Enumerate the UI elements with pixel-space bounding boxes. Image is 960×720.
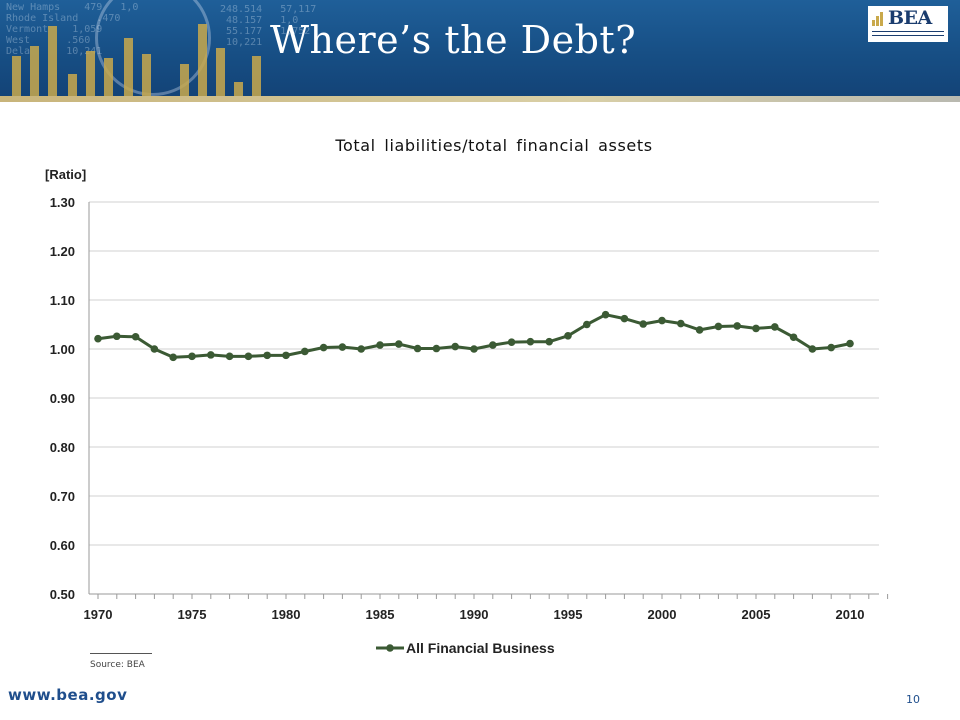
legend-swatch-marker: [386, 644, 394, 652]
logo-rule: [872, 31, 944, 36]
data-point: [827, 343, 835, 352]
data-point: [470, 345, 478, 353]
header-banner: New Hamps 479 1,0 Rhode Island .470 Verm…: [0, 0, 960, 96]
data-point: [789, 333, 798, 342]
data-point: [677, 319, 685, 328]
x-tick-label: 2005: [742, 607, 771, 622]
x-tick-label: 1980: [272, 607, 301, 622]
x-tick-label: 1990: [460, 607, 489, 622]
y-tick-label: 1.30: [50, 195, 75, 210]
data-point: [658, 316, 666, 325]
y-tick-label: 1.00: [50, 342, 75, 357]
data-point: [319, 343, 328, 352]
bar-decoration: [104, 58, 113, 96]
data-point: [338, 343, 347, 351]
data-point: [263, 351, 272, 360]
chart-title: Total liabilities/total financial assets: [335, 136, 653, 155]
data-point: [526, 337, 535, 346]
axes: 0.50 0.60 0.70 0.80 0.90 1.00 1.10 1.20 1.30 [Rat…: [45, 167, 889, 622]
data-point: [357, 345, 366, 353]
data-point: [169, 353, 177, 362]
y-tick-label: 1.20: [50, 244, 75, 259]
data-point: [695, 326, 704, 334]
data-point: [282, 351, 290, 360]
data-point: [489, 341, 497, 349]
bar-decoration: [86, 51, 95, 96]
data-point: [225, 352, 234, 361]
data-point: [207, 351, 215, 359]
bar-decoration: [12, 56, 21, 96]
x-tick-label: 2000: [648, 607, 677, 622]
data-point: [94, 334, 102, 343]
data-point: [771, 323, 779, 331]
data-point: [507, 338, 516, 346]
bar-chart-icon: [872, 10, 886, 26]
data-point: [301, 347, 309, 356]
data-point: [395, 340, 403, 348]
y-tick-label: 0.80: [50, 440, 75, 455]
data-point: [583, 320, 591, 329]
numbers-decoration: 248.514 57,117 48.157 1,0 55.177 1,752 1…: [220, 4, 317, 48]
bar-decoration: [198, 24, 207, 96]
bar-decoration: [68, 74, 77, 96]
data-point: [714, 322, 723, 331]
data-point: [376, 341, 384, 349]
y-tick-label: 1.10: [50, 293, 75, 308]
legend-label: All Financial Business: [406, 640, 555, 656]
data-point: [150, 345, 159, 353]
data-point: [413, 344, 422, 353]
source-note: Source: BEA: [90, 660, 145, 670]
bar-decoration: [142, 54, 151, 96]
data-point: [131, 332, 140, 341]
y-tick-label: 0.50: [50, 587, 75, 602]
source-rule: [90, 653, 152, 654]
data-point: [244, 352, 253, 361]
footer-url[interactable]: www.bea.gov: [8, 686, 128, 704]
data-point: [545, 337, 553, 346]
y-tick-label: 0.90: [50, 391, 75, 406]
y-axis-label: [Ratio]: [45, 167, 86, 182]
data-point: [451, 342, 460, 351]
banner-stripe: [0, 96, 960, 102]
bar-decoration: [48, 26, 57, 96]
x-tick-label: 1970: [84, 607, 113, 622]
logo-text: BEA: [888, 7, 932, 29]
map-text-decoration: New Hamps 479 1,0 Rhode Island .470 Verm…: [6, 2, 139, 57]
data-point: [564, 331, 572, 340]
bar-decoration: [234, 82, 243, 96]
data-point: [752, 324, 760, 333]
data-point: [733, 322, 741, 330]
legend: All Financial Business: [376, 640, 555, 656]
bea-logo: BEA: [868, 6, 948, 42]
data-point: [113, 332, 121, 341]
bar-decoration: [252, 56, 261, 96]
x-tick-label: 2010: [836, 607, 865, 622]
data-point: [846, 339, 854, 348]
bar-decoration: [216, 48, 225, 96]
seal-decoration: [95, 0, 211, 96]
bar-decoration: [124, 38, 133, 96]
y-tick-label: 0.60: [50, 538, 75, 553]
x-tick-label: 1995: [554, 607, 583, 622]
data-point: [639, 320, 647, 328]
y-tick-label: 0.70: [50, 489, 75, 504]
data-point: [620, 314, 629, 323]
bar-decoration: [30, 46, 39, 96]
series: [94, 310, 854, 362]
gridlines: [89, 201, 879, 595]
data-point: [601, 310, 610, 319]
data-point: [188, 352, 196, 361]
x-tick-label: 1975: [178, 607, 207, 622]
slide-title: Where’s the Debt?: [270, 18, 637, 62]
x-tick-label: 1985: [366, 607, 395, 622]
bar-decoration: [180, 64, 189, 96]
data-point: [432, 344, 441, 353]
data-point: [808, 345, 817, 353]
page-number: 10: [906, 693, 920, 706]
